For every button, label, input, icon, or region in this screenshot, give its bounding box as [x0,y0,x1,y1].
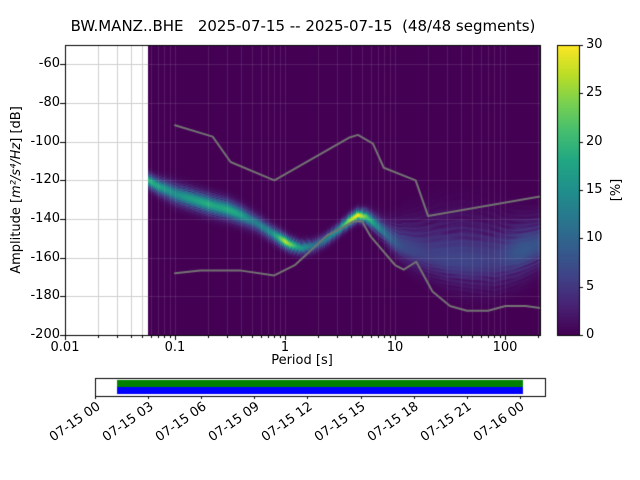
y-tick-label: -80 [38,95,60,110]
colorbar-tick-label: 5 [586,278,595,294]
y-tick-label: -120 [30,172,60,188]
colorbar-tick-label: 30 [586,37,603,52]
colorbar-label: [%] [609,178,624,202]
x-tick-label: 1 [280,340,290,355]
y-tick-label: -180 [30,288,60,304]
chart-title: BW.MANZ..BHE 2025-07-15 -- 2025-07-15 (4… [70,17,536,35]
colorbar-tick-label: 20 [586,133,603,149]
x-tick-label: 0.01 [50,340,80,355]
y-axis-label: Amplitude [m²/s⁴/Hz] [dB] [9,106,24,274]
y-axis-label-units: m²/s⁴/Hz [9,142,24,198]
colorbar-tick-label: 25 [586,85,603,101]
x-tick-label: 0.1 [164,340,186,355]
y-axis-label-prefix: Amplitude [ [9,197,24,274]
colorbar-tick-label: 10 [586,230,603,246]
x-axis-label: Period [s] [271,353,333,368]
y-tick-label: -200 [30,327,60,342]
y-tick-label: -60 [38,56,60,72]
x-tick-label: 10 [386,340,404,355]
y-tick-label: -140 [30,211,60,226]
colorbar-tick-label: 15 [586,182,603,197]
y-tick-label: -160 [30,249,60,265]
colorbar-tick-label: 0 [586,327,595,342]
y-tick-label: -100 [30,133,60,149]
y-axis-label-suffix: ] [dB] [9,106,24,143]
x-tick-label: 100 [492,340,518,355]
